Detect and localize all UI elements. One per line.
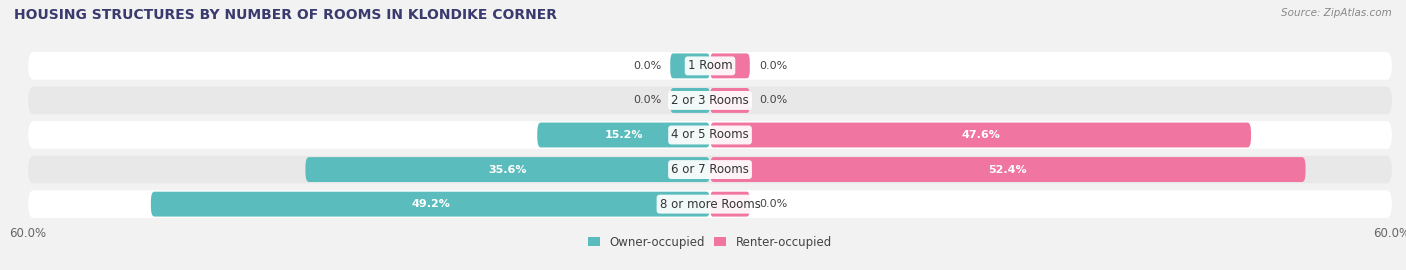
Text: 35.6%: 35.6%	[488, 164, 527, 175]
Text: 47.6%: 47.6%	[962, 130, 1000, 140]
Text: 0.0%: 0.0%	[759, 95, 787, 106]
Text: 0.0%: 0.0%	[759, 199, 787, 209]
FancyBboxPatch shape	[28, 121, 1392, 149]
Text: 4 or 5 Rooms: 4 or 5 Rooms	[671, 129, 749, 141]
FancyBboxPatch shape	[710, 88, 749, 113]
FancyBboxPatch shape	[671, 88, 710, 113]
FancyBboxPatch shape	[710, 123, 1251, 147]
Text: 15.2%: 15.2%	[605, 130, 643, 140]
Legend: Owner-occupied, Renter-occupied: Owner-occupied, Renter-occupied	[583, 231, 837, 254]
Text: 52.4%: 52.4%	[988, 164, 1028, 175]
Text: 8 or more Rooms: 8 or more Rooms	[659, 198, 761, 211]
FancyBboxPatch shape	[537, 123, 710, 147]
FancyBboxPatch shape	[305, 157, 710, 182]
FancyBboxPatch shape	[710, 53, 749, 78]
FancyBboxPatch shape	[28, 87, 1392, 114]
FancyBboxPatch shape	[710, 192, 749, 217]
Text: 6 or 7 Rooms: 6 or 7 Rooms	[671, 163, 749, 176]
FancyBboxPatch shape	[28, 190, 1392, 218]
FancyBboxPatch shape	[710, 157, 1306, 182]
Text: 0.0%: 0.0%	[633, 95, 661, 106]
FancyBboxPatch shape	[28, 156, 1392, 183]
FancyBboxPatch shape	[150, 192, 710, 217]
FancyBboxPatch shape	[28, 52, 1392, 80]
Text: HOUSING STRUCTURES BY NUMBER OF ROOMS IN KLONDIKE CORNER: HOUSING STRUCTURES BY NUMBER OF ROOMS IN…	[14, 8, 557, 22]
Text: 0.0%: 0.0%	[633, 61, 661, 71]
Text: Source: ZipAtlas.com: Source: ZipAtlas.com	[1281, 8, 1392, 18]
Text: 1 Room: 1 Room	[688, 59, 733, 72]
Text: 2 or 3 Rooms: 2 or 3 Rooms	[671, 94, 749, 107]
FancyBboxPatch shape	[671, 53, 710, 78]
Text: 49.2%: 49.2%	[411, 199, 450, 209]
Text: 0.0%: 0.0%	[759, 61, 787, 71]
